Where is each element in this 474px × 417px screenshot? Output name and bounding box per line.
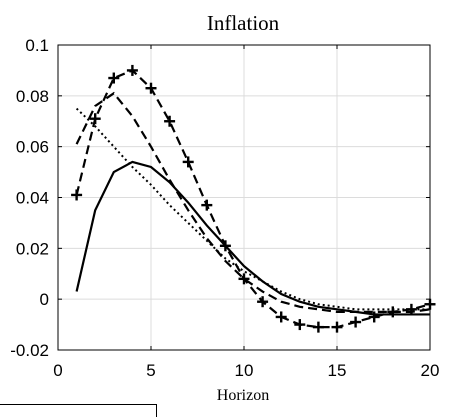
series-4-point <box>312 321 324 333</box>
y-tick-label: 0.04 <box>16 189 49 208</box>
series-1-line <box>75 160 430 316</box>
series-4-point <box>368 311 380 323</box>
y-tick-label: 0.08 <box>16 87 49 106</box>
series-4-point <box>164 115 176 127</box>
series-4-point <box>71 189 83 201</box>
series-3-line <box>75 107 430 311</box>
y-tick-label: 0.1 <box>25 36 49 55</box>
y-tick-label: 0 <box>40 290 49 309</box>
x-tick-label: 10 <box>235 361 254 380</box>
grid-layer <box>57 44 431 351</box>
series-4-point <box>108 72 120 84</box>
x-tick-label: 20 <box>421 361 440 380</box>
x-tick-label: 15 <box>328 361 347 380</box>
series-4-point <box>219 240 231 252</box>
series-4-point <box>89 113 101 125</box>
y-tick-label: 0.06 <box>16 138 49 157</box>
series-4-point <box>405 303 417 315</box>
series-4-point <box>331 321 343 333</box>
series-4-line <box>75 69 431 329</box>
x-tick-label: 5 <box>146 361 155 380</box>
series-4-point <box>387 306 399 318</box>
x-tick-label: 0 <box>53 361 62 380</box>
series-4-point <box>275 311 287 323</box>
series-4-point <box>201 199 213 211</box>
series-2-line <box>75 91 431 313</box>
series-4-point <box>238 273 250 285</box>
series-4-point <box>294 319 306 331</box>
series-4-point <box>350 316 362 328</box>
legend-box <box>0 404 157 417</box>
series-4-point <box>257 296 269 308</box>
y-tick-label: 0.02 <box>16 239 49 258</box>
chart-title: Inflation <box>207 11 280 35</box>
series-layer <box>71 64 436 333</box>
y-tick-label: -0.02 <box>10 341 49 360</box>
series-4-point <box>182 156 194 168</box>
x-axis-label: Horizon <box>217 387 269 404</box>
series-4-point <box>145 82 157 94</box>
series-4-point <box>126 64 138 76</box>
